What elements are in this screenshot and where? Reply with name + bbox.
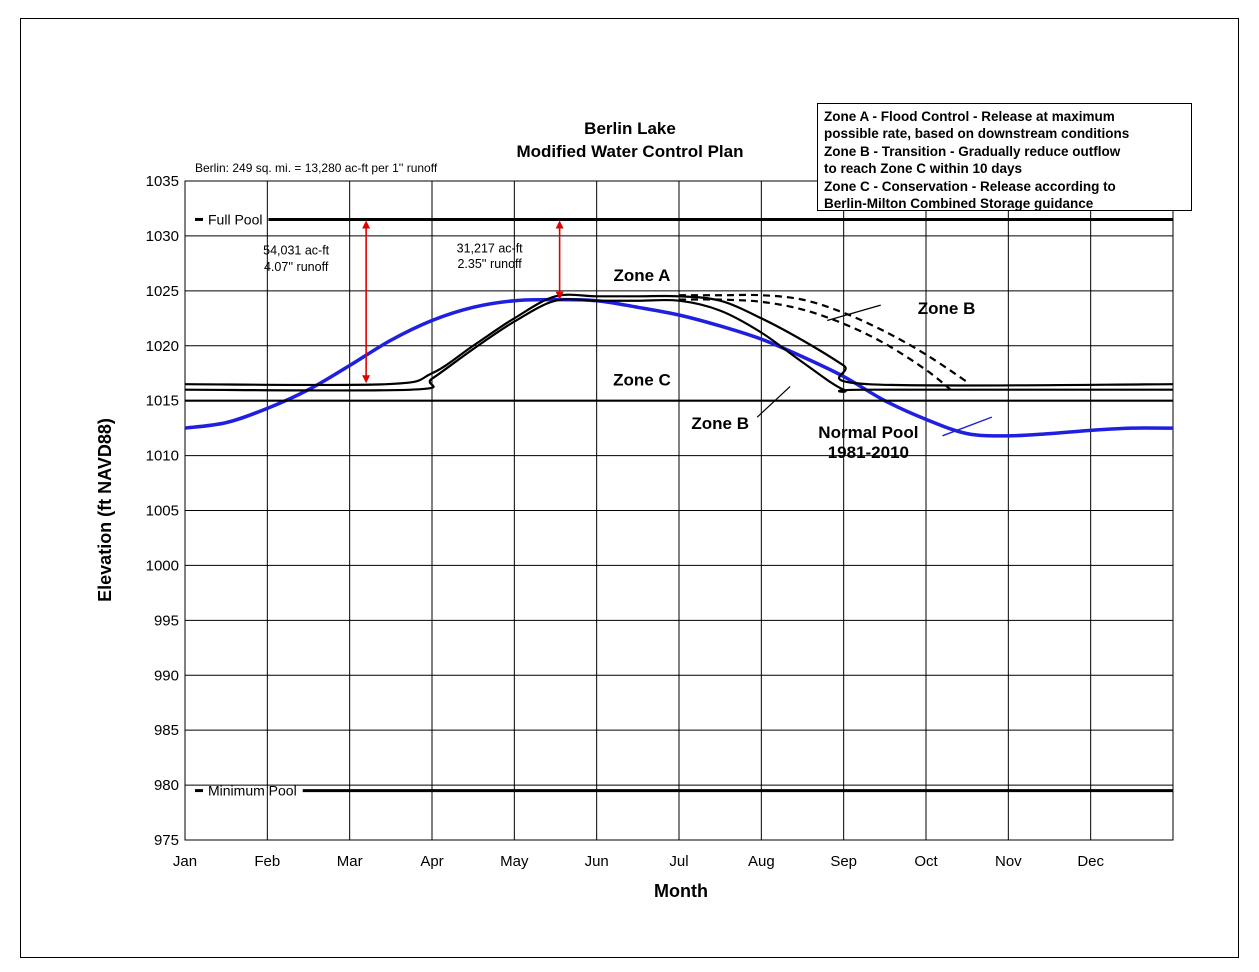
reference-line-label: Full Pool	[208, 211, 262, 227]
x-axis-label: Month	[654, 881, 708, 901]
rule-curve-line	[678, 298, 952, 391]
y-tick-label: 1005	[146, 503, 179, 520]
x-tick-label: Oct	[914, 853, 938, 870]
x-tick-label: Nov	[995, 853, 1022, 870]
x-tick-label: Jan	[173, 853, 197, 870]
rule-curve-line	[678, 293, 968, 383]
rule-curve-line	[184, 298, 1173, 393]
y-tick-label: 1000	[146, 557, 179, 574]
chart-title: Berlin Lake	[584, 119, 676, 138]
figure-frame	[20, 18, 1239, 958]
legend-line: Berlin-Milton Combined Storage guidance	[824, 196, 1094, 212]
x-tick-label: Jul	[669, 853, 688, 870]
storage-label: 2.35'' runoff	[457, 257, 522, 271]
y-tick-label: 1025	[146, 283, 179, 300]
annotations: 54,031 ac-ft 4.07'' runoff 31,217 ac-ft 2.3…	[263, 241, 993, 462]
zone-label: Zone B	[918, 299, 976, 318]
normal-pool-label: Normal Pool	[818, 423, 918, 442]
x-tick-label: Dec	[1077, 853, 1104, 870]
zone-label: Zone C	[613, 370, 671, 389]
storage-label: 4.07'' runoff	[264, 260, 329, 274]
x-tick-label: May	[500, 853, 529, 870]
zone-label: Zone A	[613, 266, 670, 285]
x-tick-label: Apr	[420, 853, 443, 870]
tick-labels: 975 980 985 990 995 1000 1005 1010 1015 1020 1025 1…	[146, 173, 1105, 870]
normal-pool-leader	[942, 416, 993, 437]
grid	[184, 180, 1174, 841]
y-tick-label: 975	[154, 832, 179, 849]
normal-pool-label: 1981-2010	[828, 443, 909, 462]
x-tick-label: Mar	[337, 853, 363, 870]
legend-line: Zone C - Conservation - Release accordin…	[824, 178, 1116, 194]
arrow-head-top	[362, 220, 371, 229]
x-tick-label: Aug	[748, 853, 775, 870]
reference-lines: Full Pool Minimum Pool	[195, 211, 1173, 799]
rule-curve-line	[184, 293, 1174, 387]
zone-b-leader	[756, 385, 791, 418]
zone-b-leader	[827, 304, 881, 322]
y-tick-label: 1015	[146, 393, 179, 410]
storage-arrows	[362, 220, 564, 384]
normal-pool-line	[184, 297, 1174, 438]
y-tick-label: 1035	[146, 173, 179, 190]
arrow-head-bottom	[362, 375, 371, 384]
y-axis-label: Elevation (ft NAVD88)	[95, 418, 115, 602]
x-tick-label: Jun	[585, 853, 609, 870]
series-lines	[184, 293, 1174, 438]
storage-label: 54,031 ac-ft	[263, 244, 330, 258]
x-tick-label: Feb	[254, 853, 280, 870]
y-tick-label: 995	[154, 612, 179, 629]
drainage-note: Berlin: 249 sq. mi. = 13,280 ac-ft per 1…	[195, 161, 438, 175]
y-tick-label: 1020	[146, 338, 179, 355]
legend-line: possible rate, based on downstream condi…	[824, 126, 1130, 142]
arrow-head-bottom	[555, 291, 564, 300]
arrow-head-top	[555, 220, 564, 229]
y-tick-label: 1010	[146, 448, 179, 465]
chart-subtitle: Modified Water Control Plan	[517, 142, 744, 161]
legend-line: Zone A - Flood Control - Release at maxi…	[824, 109, 1115, 124]
storage-label: 31,217 ac-ft	[457, 241, 524, 255]
zone-label: Zone B	[691, 414, 749, 433]
y-tick-label: 980	[154, 777, 179, 794]
plot-area	[184, 180, 1174, 841]
legend-line: Zone B - Transition - Gradually reduce o…	[824, 143, 1121, 159]
y-tick-label: 1030	[146, 228, 179, 245]
reference-line-label: Minimum Pool	[208, 783, 297, 799]
legend-line: to reach Zone C within 10 days	[824, 161, 1023, 177]
zone-legend: Zone A - Flood Control - Release at maxi…	[817, 103, 1192, 211]
y-tick-label: 985	[154, 722, 179, 739]
y-tick-label: 990	[154, 667, 179, 684]
x-tick-label: Sep	[830, 853, 857, 870]
